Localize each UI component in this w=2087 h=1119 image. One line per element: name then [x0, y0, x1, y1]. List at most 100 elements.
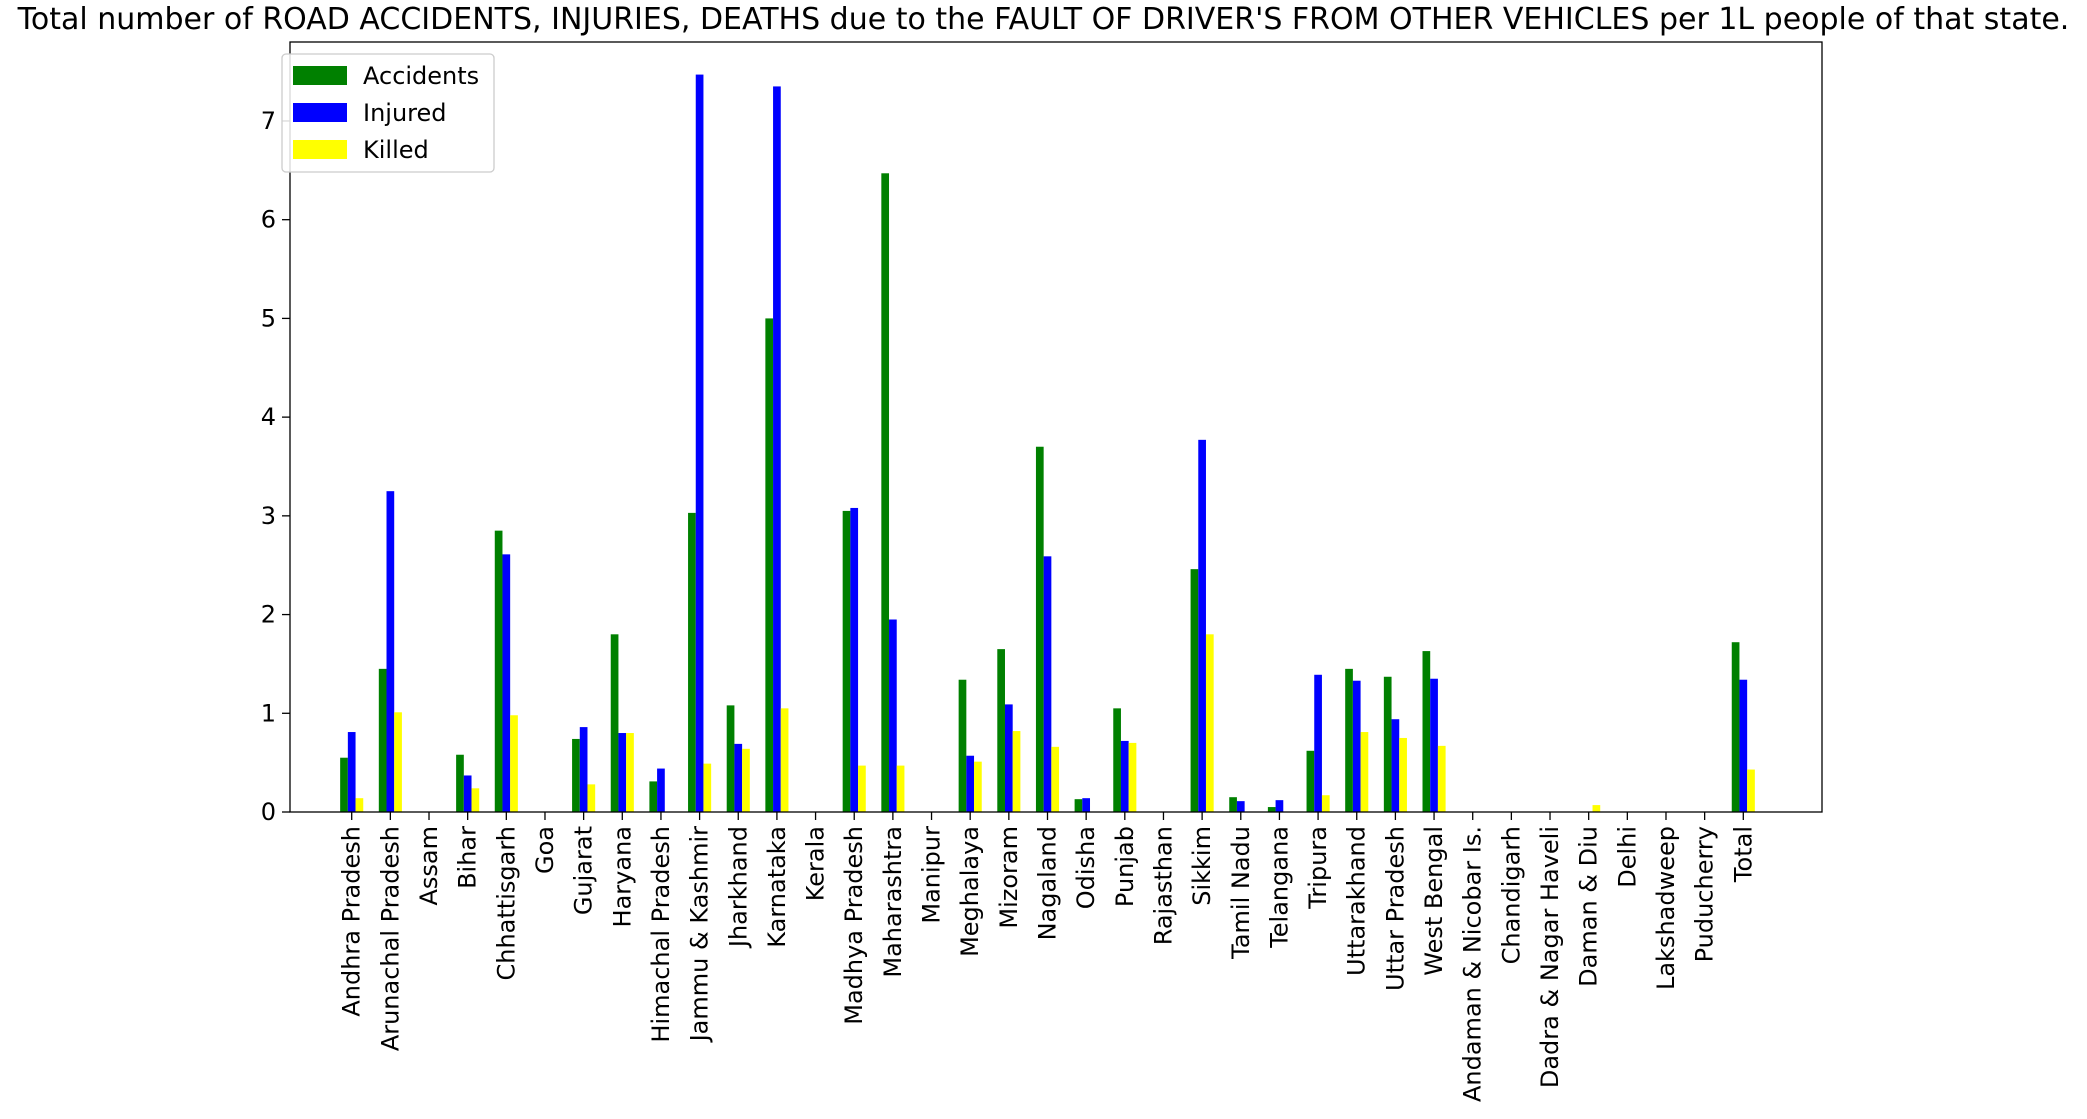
x-tick-label-25: Tripura [1304, 826, 1332, 910]
x-tick-label-30: Chandigarh [1497, 826, 1525, 964]
bar-killed-9 [703, 763, 712, 812]
bar-injured-8 [657, 768, 665, 812]
bar-accidents-8 [649, 781, 658, 812]
x-tick-label-35: Puducherry [1691, 826, 1719, 962]
x-tick-label-7: Haryana [608, 826, 636, 927]
x-tick-label-6: Gujarat [570, 826, 598, 915]
bar-killed-25 [1321, 795, 1330, 812]
bar-killed-36 [1747, 769, 1755, 812]
y-tick-label-6: 6 [261, 206, 276, 234]
x-tick-label-10: Jharkhand [724, 826, 752, 949]
bar-accidents-22 [1190, 569, 1199, 812]
bar-accidents-24 [1267, 807, 1276, 812]
ticks-layer: 0 1 2 3 4 5 6 7 Andhra Pradesh Arunachal Pradesh A… [261, 107, 1758, 1102]
bar-accidents-10 [726, 705, 735, 812]
bar-killed-0 [355, 798, 364, 812]
bar-accidents-16 [958, 679, 967, 812]
x-tick-label-23: Tamil Nadu [1227, 826, 1255, 960]
bar-killed-32 [1592, 805, 1601, 812]
bar-injured-9 [695, 74, 704, 812]
bar-killed-20 [1128, 742, 1137, 812]
bar-accidents-0 [340, 757, 348, 812]
bar-injured-23 [1236, 801, 1245, 812]
legend-label-killed: Killed [363, 136, 429, 164]
bar-killed-1 [394, 712, 402, 812]
axes-layer [289, 41, 1823, 813]
bar-accidents-26 [1345, 668, 1353, 812]
x-tick-label-28: West Bengal [1420, 826, 1448, 976]
bar-accidents-7 [610, 634, 619, 812]
x-tick-label-11: Karnataka [763, 826, 791, 948]
x-tick-label-19: Odisha [1072, 826, 1100, 909]
x-tick-label-9: Jammu & Kashmir [686, 826, 714, 1044]
x-tick-label-0: Andhra Pradesh [338, 826, 366, 1017]
x-tick-label-26: Uttarakhand [1343, 826, 1371, 976]
bar-accidents-9 [688, 512, 696, 812]
bar-accidents-28 [1422, 651, 1431, 812]
bar-injured-6 [579, 727, 588, 812]
x-tick-label-31: Dadra & Nagar Haveli [1536, 826, 1564, 1088]
bar-killed-26 [1360, 732, 1369, 812]
bar-accidents-36 [1731, 642, 1740, 812]
x-tick-label-4: Chhattisgarh [492, 826, 520, 980]
x-tick-label-13: Madhya Pradesh [840, 826, 868, 1025]
bar-injured-28 [1430, 678, 1438, 812]
bar-killed-17 [1012, 731, 1021, 812]
bar-injured-0 [347, 732, 356, 812]
x-tick-label-36: Total [1729, 826, 1757, 883]
legend-swatch-accidents [293, 66, 347, 85]
bar-injured-1 [386, 491, 395, 812]
y-tick-label-7: 7 [261, 107, 276, 135]
bar-killed-28 [1437, 745, 1446, 812]
x-tick-label-1: Arunachal Pradesh [376, 826, 404, 1051]
bar-injured-17 [1004, 704, 1013, 812]
x-tick-label-21: Rajasthan [1149, 826, 1177, 945]
bar-injured-24 [1275, 800, 1284, 812]
bar-injured-16 [966, 755, 975, 812]
bar-killed-18 [1051, 746, 1060, 812]
legend-label-injured: Injured [363, 99, 447, 127]
bar-injured-25 [1314, 674, 1322, 812]
bar-accidents-4 [494, 530, 503, 812]
bar-killed-6 [587, 784, 596, 812]
y-tick-label-5: 5 [261, 304, 276, 332]
plot-frame [289, 41, 1823, 813]
bar-accidents-11 [765, 318, 774, 812]
bar-injured-10 [734, 743, 743, 812]
bar-killed-10 [742, 748, 750, 812]
y-tick-label-4: 4 [261, 403, 276, 431]
bar-injured-11 [773, 86, 781, 813]
x-tick-label-18: Nagaland [1034, 826, 1062, 940]
x-tick-label-24: Telangana [1265, 826, 1293, 949]
bar-injured-22 [1198, 439, 1206, 812]
x-tick-label-29: Andaman & Nicobar Is. [1459, 826, 1487, 1102]
bar-injured-4 [502, 554, 511, 812]
x-tick-label-8: Himachal Pradesh [647, 826, 675, 1043]
bar-accidents-14 [881, 173, 890, 813]
x-tick-label-14: Maharashtra [879, 826, 907, 978]
bar-injured-36 [1739, 679, 1748, 812]
x-tick-label-32: Daman & Diu [1575, 826, 1603, 987]
bar-injured-19 [1082, 798, 1091, 812]
bar-killed-27 [1399, 737, 1407, 812]
x-tick-label-33: Delhi [1613, 826, 1641, 888]
bar-accidents-23 [1229, 797, 1237, 812]
bar-injured-14 [889, 619, 897, 812]
bar-injured-26 [1352, 680, 1361, 812]
bar-accidents-20 [1113, 708, 1121, 812]
bar-injured-7 [618, 733, 627, 812]
bar-accidents-6 [572, 738, 580, 812]
x-tick-label-12: Kerala [802, 826, 830, 901]
bar-accidents-18 [1035, 446, 1044, 812]
y-tick-label-2: 2 [261, 601, 276, 629]
x-tick-label-3: Bihar [454, 826, 482, 889]
legend-swatch-killed [293, 140, 347, 159]
bar-killed-16 [974, 761, 982, 812]
y-tick-label-3: 3 [261, 502, 276, 530]
bar-killed-3 [471, 788, 480, 812]
bar-injured-18 [1043, 556, 1052, 812]
bar-accidents-13 [842, 510, 851, 812]
chart-title: Total number of ROAD ACCIDENTS, INJURIES… [17, 2, 2070, 37]
bar-accidents-3 [456, 754, 464, 812]
bars-layer [340, 74, 1755, 813]
